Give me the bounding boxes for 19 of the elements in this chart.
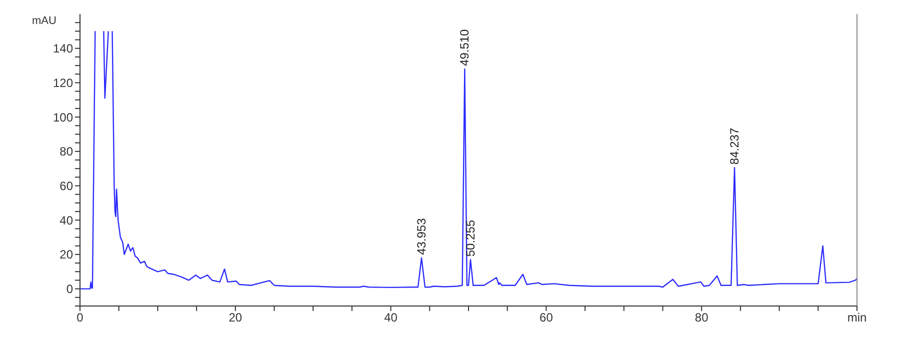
y-tick-label: 20 — [60, 248, 74, 262]
y-tick-label: 60 — [60, 179, 74, 194]
annotation: 43.953 — [414, 218, 429, 255]
x-tick-label: 0 — [76, 310, 84, 325]
x-axis-title: min — [847, 310, 867, 325]
y-tick-label: 40 — [60, 213, 74, 228]
y-tick-label: 100 — [52, 110, 74, 124]
x-tick-label: 80 — [694, 310, 709, 325]
annotation: 84.237 — [728, 128, 742, 165]
annotation: 50.255 — [463, 220, 478, 257]
y-tick-label: 120 — [52, 76, 74, 90]
y-tick-label: 0 — [66, 282, 74, 296]
y-tick-label: 140 — [52, 42, 74, 56]
y-axis-title: mAU — [32, 15, 56, 27]
y-tick-label: 80 — [60, 144, 74, 159]
annotation: 49.510 — [458, 28, 472, 66]
x-tick-label: 60 — [540, 310, 554, 325]
x-tick-label: 40 — [384, 310, 398, 325]
x-tick-label: 20 — [228, 310, 242, 325]
